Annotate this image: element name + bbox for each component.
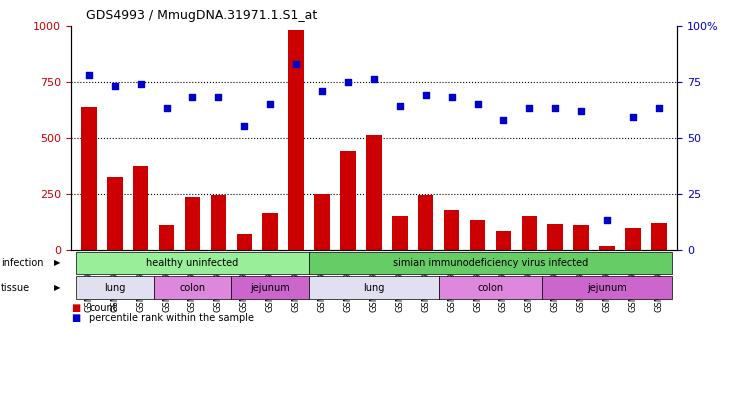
Text: colon: colon: [179, 283, 205, 293]
Bar: [81, 107, 97, 250]
Text: jejunum: jejunum: [250, 283, 290, 293]
Bar: [263, 213, 278, 250]
Bar: [574, 225, 589, 250]
Text: tissue: tissue: [1, 283, 30, 293]
Point: [83, 72, 94, 78]
Bar: [522, 216, 537, 250]
Point: [264, 101, 276, 107]
Point: [213, 94, 225, 100]
Point: [653, 105, 665, 112]
Text: GDS4993 / MmugDNA.31971.1.S1_at: GDS4993 / MmugDNA.31971.1.S1_at: [86, 9, 317, 22]
Text: ▶: ▶: [54, 259, 61, 267]
Point: [627, 114, 639, 121]
Text: ■: ■: [71, 313, 80, 323]
Point: [446, 94, 458, 100]
Point: [316, 87, 328, 94]
Point: [601, 217, 613, 224]
Bar: [237, 234, 252, 250]
Point: [549, 105, 561, 112]
Bar: [107, 177, 123, 250]
Text: infection: infection: [1, 258, 43, 268]
Point: [161, 105, 173, 112]
Point: [394, 103, 405, 109]
Text: lung: lung: [363, 283, 385, 293]
Point: [368, 76, 380, 83]
Point: [187, 94, 199, 100]
Bar: [651, 223, 667, 250]
Bar: [600, 246, 615, 250]
Point: [290, 61, 302, 67]
Text: ■: ■: [71, 303, 80, 313]
Point: [472, 101, 484, 107]
Point: [575, 108, 587, 114]
Text: colon: colon: [478, 283, 504, 293]
Point: [523, 105, 535, 112]
Bar: [392, 216, 408, 250]
Bar: [444, 210, 459, 250]
Text: simian immunodeficiency virus infected: simian immunodeficiency virus infected: [393, 258, 588, 268]
Text: count: count: [89, 303, 117, 313]
Bar: [548, 224, 563, 250]
Bar: [133, 165, 148, 250]
Bar: [469, 220, 485, 250]
Bar: [314, 193, 330, 250]
Text: healthy uninfected: healthy uninfected: [147, 258, 239, 268]
Bar: [289, 30, 304, 250]
Bar: [211, 195, 226, 250]
Point: [498, 116, 510, 123]
Text: percentile rank within the sample: percentile rank within the sample: [89, 313, 254, 323]
Text: lung: lung: [104, 283, 126, 293]
Point: [342, 79, 354, 85]
Bar: [340, 151, 356, 250]
Bar: [185, 197, 200, 250]
Point: [109, 83, 121, 89]
Text: jejunum: jejunum: [587, 283, 627, 293]
Bar: [158, 225, 174, 250]
Point: [135, 81, 147, 87]
Bar: [366, 135, 382, 250]
Bar: [625, 228, 641, 250]
Bar: [496, 231, 511, 250]
Text: ▶: ▶: [54, 283, 61, 292]
Point: [238, 123, 250, 129]
Bar: [418, 195, 434, 250]
Point: [420, 92, 432, 98]
